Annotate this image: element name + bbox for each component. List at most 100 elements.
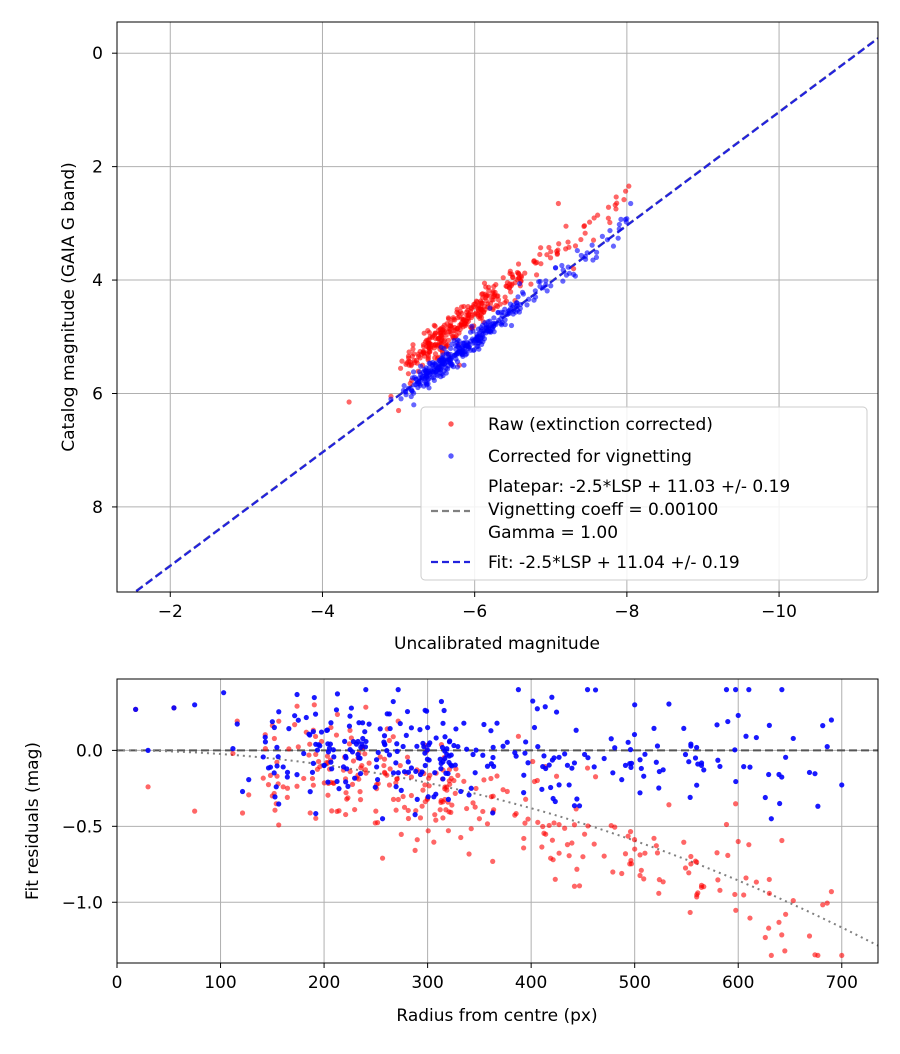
corrected-residual-point bbox=[294, 691, 300, 698]
corrected-point bbox=[517, 281, 523, 287]
corrected-residual-point bbox=[284, 774, 290, 780]
corrected-residual-point bbox=[556, 782, 562, 788]
corrected-residual-point bbox=[631, 731, 638, 738]
corrected-residual-point bbox=[553, 709, 560, 715]
raw-residual-point bbox=[698, 884, 705, 890]
raw-point bbox=[444, 321, 450, 327]
raw-residual-point bbox=[839, 952, 845, 959]
corrected-residual-point bbox=[584, 687, 591, 693]
corrected-point bbox=[589, 242, 595, 248]
raw-residual-point bbox=[230, 750, 236, 757]
corrected-point bbox=[438, 344, 444, 350]
corrected-point bbox=[543, 282, 549, 288]
corrected-residual-point bbox=[390, 770, 397, 776]
corrected-residual-point bbox=[451, 742, 457, 749]
raw-residual-point bbox=[381, 769, 388, 775]
corrected-residual-point bbox=[481, 721, 487, 728]
corrected-point bbox=[532, 294, 539, 300]
raw-residual-point bbox=[642, 850, 648, 856]
corrected-residual-point bbox=[480, 752, 486, 758]
corrected-point bbox=[411, 374, 418, 380]
corrected-point bbox=[418, 363, 424, 369]
raw-point bbox=[502, 300, 508, 306]
bottom-x-tick-label: 400 bbox=[515, 973, 547, 993]
raw-residual-point bbox=[656, 877, 662, 883]
raw-residual-point bbox=[352, 806, 358, 813]
corrected-residual-point bbox=[470, 751, 476, 758]
raw-residual-point bbox=[276, 822, 282, 828]
raw-residual-point bbox=[562, 825, 568, 831]
corrected-residual-point bbox=[400, 743, 406, 750]
raw-residual-point bbox=[733, 801, 739, 807]
raw-point bbox=[515, 261, 522, 267]
raw-residual-point bbox=[452, 790, 458, 796]
raw-residual-point bbox=[442, 784, 448, 790]
corrected-residual-point bbox=[422, 750, 428, 756]
raw-residual-point bbox=[574, 866, 580, 872]
raw-residual-point bbox=[656, 890, 662, 896]
corrected-residual-point bbox=[408, 765, 414, 771]
corrected-residual-point bbox=[401, 769, 408, 775]
corrected-residual-point bbox=[374, 764, 380, 770]
corrected-point bbox=[508, 322, 515, 329]
corrected-point bbox=[510, 311, 516, 317]
corrected-point bbox=[456, 338, 462, 344]
corrected-residual-point bbox=[394, 748, 400, 754]
raw-residual-point bbox=[632, 846, 638, 852]
corrected-residual-point bbox=[466, 792, 472, 798]
corrected-residual-point bbox=[272, 794, 278, 800]
corrected-residual-point bbox=[340, 764, 347, 770]
raw-point bbox=[346, 399, 352, 405]
corrected-residual-point bbox=[551, 755, 557, 761]
raw-residual-point bbox=[426, 783, 432, 789]
bottom-y-axis-label: Fit residuals (mag) bbox=[23, 742, 43, 900]
raw-residual-point bbox=[535, 819, 541, 825]
top-y-tick-label: 0 bbox=[92, 44, 103, 64]
raw-residual-point bbox=[307, 810, 313, 816]
corrected-residual-point bbox=[357, 770, 364, 777]
corrected-residual-point bbox=[433, 791, 439, 797]
raw-residual-point bbox=[408, 792, 414, 799]
raw-point bbox=[406, 349, 412, 355]
raw-point bbox=[556, 241, 562, 247]
raw-point bbox=[500, 275, 506, 281]
corrected-residual-point bbox=[576, 803, 583, 809]
corrected-residual-point bbox=[363, 738, 369, 745]
corrected-residual-point bbox=[336, 786, 342, 792]
corrected-residual-point bbox=[375, 749, 381, 756]
raw-point bbox=[479, 291, 485, 297]
raw-residual-point bbox=[343, 790, 349, 796]
corrected-residual-point bbox=[347, 746, 353, 753]
raw-point bbox=[453, 332, 459, 339]
raw-point bbox=[415, 353, 422, 359]
raw-residual-point bbox=[272, 807, 278, 813]
corrected-point bbox=[433, 362, 439, 368]
corrected-residual-point bbox=[404, 708, 411, 715]
raw-residual-point bbox=[553, 773, 560, 779]
corrected-residual-point bbox=[839, 782, 845, 788]
corrected-residual-point bbox=[362, 729, 368, 735]
corrected-residual-point bbox=[488, 728, 494, 734]
corrected-residual-point bbox=[286, 725, 292, 732]
corrected-residual-point bbox=[348, 705, 354, 711]
raw-point bbox=[494, 303, 501, 310]
corrected-residual-point bbox=[441, 707, 447, 714]
raw-residual-point bbox=[500, 787, 506, 793]
raw-residual-point bbox=[408, 774, 414, 780]
bottom-x-tick-label: 700 bbox=[826, 973, 858, 993]
corrected-residual-point bbox=[525, 760, 531, 766]
raw-residual-point bbox=[735, 838, 741, 845]
raw-residual-point bbox=[741, 892, 747, 898]
bottom-reference-lines bbox=[117, 749, 878, 947]
corrected-residual-point bbox=[310, 729, 316, 735]
raw-residual-point bbox=[464, 805, 470, 812]
raw-residual-point bbox=[414, 837, 420, 843]
raw-point bbox=[515, 271, 522, 277]
raw-point bbox=[582, 230, 588, 236]
corrected-residual-point bbox=[642, 751, 648, 757]
corrected-residual-point bbox=[301, 750, 307, 757]
raw-point bbox=[607, 219, 613, 226]
raw-residual-point bbox=[301, 775, 307, 782]
raw-residual-point bbox=[549, 837, 556, 843]
raw-residual-point bbox=[625, 833, 631, 839]
